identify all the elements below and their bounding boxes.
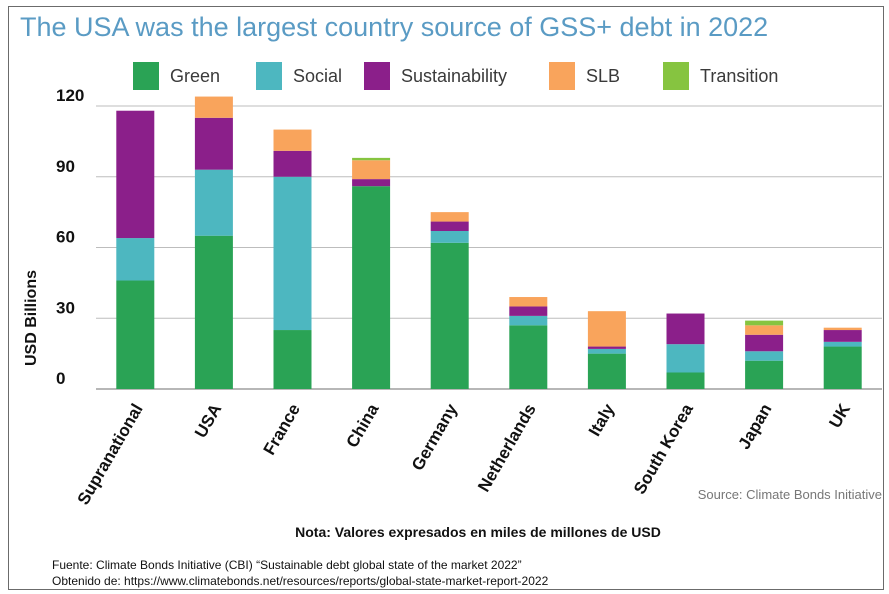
bar-uk-slb [823,327,862,331]
x-tick-label: China [342,400,382,451]
x-tick-label: France [260,401,304,459]
source-label: Source: Climate Bonds Initiative [698,487,882,502]
bar-china-green [352,186,391,389]
y-axis-label: USD Billions [23,270,40,366]
x-tick-label: USA [191,401,225,442]
bar-south-korea-social [666,344,705,373]
y-tick-label: 0 [56,369,65,388]
bar-netherlands-social [509,315,548,326]
bar-china-transition [352,157,391,161]
bar-italy-green [587,353,626,389]
bar-supranational-social [116,238,155,281]
footer-source: Fuente: Climate Bonds Initiative (CBI) “… [52,558,522,572]
bar-uk-green [823,346,862,389]
bar-italy-slb [587,311,626,347]
chart-frame [8,6,884,590]
bars [116,96,862,389]
bar-germany-sustainability [430,221,469,231]
bar-netherlands-green [509,325,548,389]
bar-usa-green [194,235,233,389]
bar-japan-social [745,351,784,361]
bar-france-slb [273,129,312,151]
bar-uk-sustainability [823,330,862,342]
bar-italy-sustainability [587,346,626,349]
bar-france-social [273,176,312,331]
y-tick-label: 120 [56,86,84,105]
y-tick-label: 60 [56,228,75,247]
bar-japan-sustainability [745,334,784,352]
bar-france-green [273,330,312,389]
legend-swatch-green [133,62,159,90]
x-tick-label: South Korea [630,400,697,497]
bar-japan-green [745,360,784,389]
bar-usa-sustainability [194,117,233,170]
legend-label-slb: SLB [586,66,620,86]
bar-france-sustainability [273,150,312,177]
y-axis: 0 30 60 90 120 [56,86,84,388]
legend-label-social: Social [293,66,342,86]
bar-germany-social [430,230,469,243]
bar-germany-slb [430,212,469,222]
legend-swatch-slb [549,62,575,90]
y-tick-label: 90 [56,157,75,176]
footer-url: Obtenido de: https://www.climatebonds.ne… [52,574,549,588]
bar-supranational-green [116,280,155,389]
legend-swatch-social [256,62,282,90]
bar-china-sustainability [352,179,391,187]
bar-japan-slb [745,325,784,335]
bar-netherlands-slb [509,297,548,307]
bar-usa-slb [194,96,233,118]
chart-title: The USA was the largest country source o… [20,12,768,42]
bar-italy-social [587,348,626,354]
x-tick-label: Netherlands [474,401,540,496]
legend-label-green: Green [170,66,220,86]
x-tick-label: UK [825,400,854,431]
x-tick-label: Supranational [74,401,147,509]
bar-japan-transition [745,320,784,326]
legend-swatch-transition [663,62,689,90]
legend-swatch-sustainability [364,62,390,90]
y-tick-label: 30 [56,298,75,317]
x-tick-label: Germany [408,400,462,474]
x-tick-label: Italy [585,400,619,439]
bar-supranational-sustainability [116,110,155,239]
legend: Green Social Sustainability SLB Transition [133,62,778,90]
bar-china-slb [352,160,391,180]
bar-netherlands-sustainability [509,306,548,316]
bar-usa-social [194,169,233,236]
x-tick-label: Japan [735,401,776,453]
bar-uk-social [823,341,862,347]
bar-south-korea-sustainability [666,313,705,345]
bar-south-korea-green [666,372,705,389]
legend-label-sustainability: Sustainability [401,66,507,86]
note-label: Nota: Valores expresados en miles de mil… [295,524,661,540]
legend-label-transition: Transition [700,66,778,86]
bar-germany-green [430,242,469,389]
